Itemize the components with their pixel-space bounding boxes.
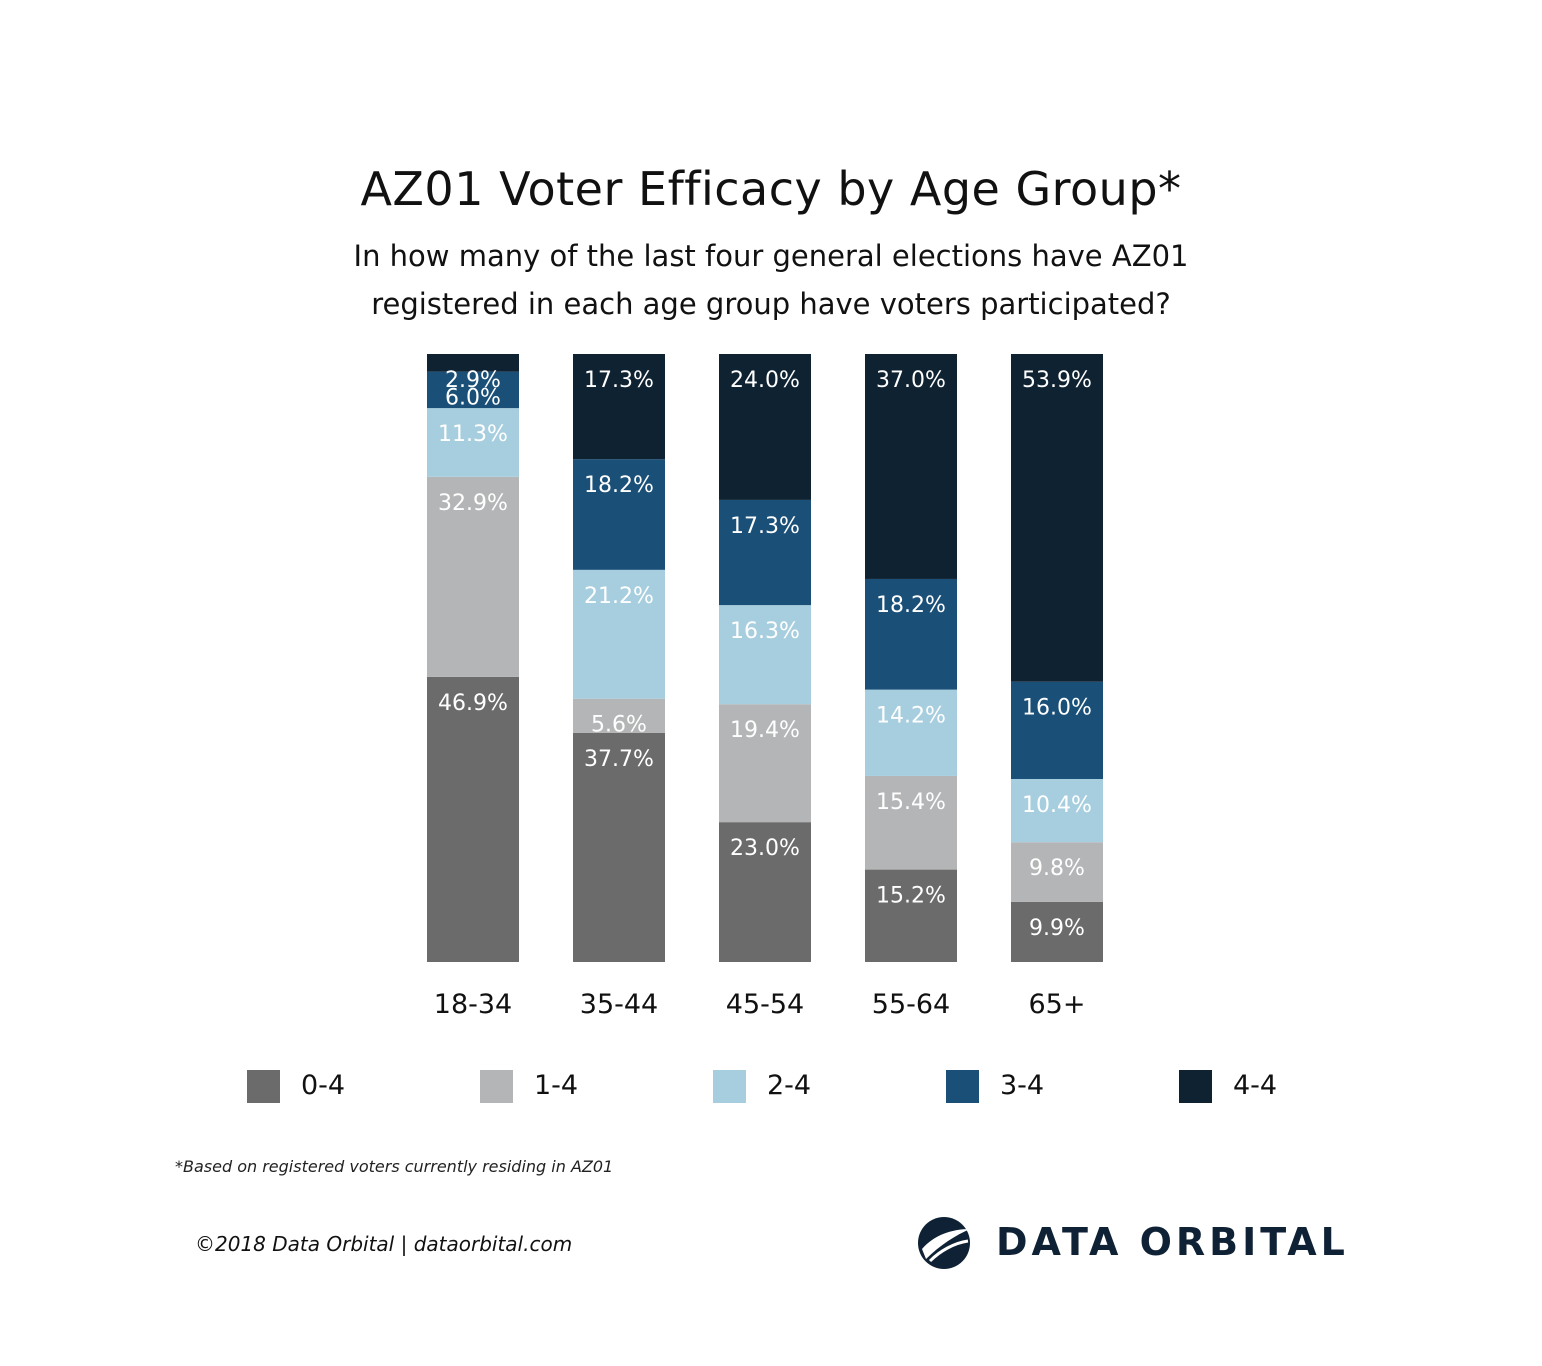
data-label-45-54-2-4: 16.3%: [730, 619, 800, 644]
bar-segment-45-54-4-4: [719, 354, 811, 500]
data-label-35-44-0-4: 37.7%: [584, 747, 654, 772]
bar-segment-18-34-4-4: [427, 354, 519, 372]
data-label-45-54-0-4: 23.0%: [730, 836, 800, 861]
bar-segment-35-44-4-4: [573, 354, 665, 460]
legend-swatch-3-4: [946, 1070, 979, 1103]
bar-segment-35-44-3-4: [573, 459, 665, 570]
data-label-55-64-3-4: 18.2%: [876, 593, 946, 618]
bar-segment-45-54-1-4: [719, 704, 811, 823]
bar-segment-55-64-0-4: [865, 869, 957, 962]
bar-segment-18-34-2-4: [427, 408, 519, 477]
data-label-55-64-1-4: 15.4%: [876, 790, 946, 815]
category-label-35-44: 35-44: [580, 989, 658, 1020]
legend-swatch-2-4: [713, 1070, 746, 1103]
bar-segment-18-34-0-4: [427, 676, 519, 962]
data-label-55-64-2-4: 14.2%: [876, 704, 946, 729]
chart-legend: 0-4 1-4 2-4 3-4 4-4: [247, 1068, 1307, 1108]
bar-segment-35-44-0-4: [573, 732, 665, 962]
bar-segment-35-44-2-4: [573, 569, 665, 699]
category-label-18-34: 18-34: [434, 989, 512, 1020]
chart-title: AZ01 Voter Efficacy by Age Group*: [360, 162, 1182, 216]
data-label-45-54-3-4: 17.3%: [730, 514, 800, 539]
data-label-65plus-0-4: 9.9%: [1029, 916, 1085, 941]
bar-segment-65plus-3-4: [1011, 681, 1103, 779]
legend-label-4-4: 4-4: [1233, 1070, 1278, 1101]
logo-wordmark: DATA ORBITAL: [996, 1220, 1349, 1264]
data-label-18-34-4-4: 2.9%: [445, 368, 501, 393]
bar-segment-65plus-4-4: [1011, 354, 1103, 682]
chart-subtitle: In how many of the last four general ele…: [0, 232, 1542, 328]
legend-label-2-4: 2-4: [767, 1070, 812, 1101]
bar-segment-55-64-1-4: [865, 775, 957, 870]
category-label-45-54: 45-54: [726, 989, 804, 1020]
legend-swatch-4-4: [1179, 1070, 1212, 1103]
stacked-bar-chart: 46.9% 32.9% 11.3% 6.0%2.9% 18-34 37.7% 5.6% 21.…: [427, 354, 1103, 1020]
legend-label-3-4: 3-4: [1000, 1070, 1045, 1101]
data-label-45-54-1-4: 19.4%: [730, 718, 800, 743]
footnote: *Based on registered voters currently re…: [175, 1157, 614, 1176]
bar-segment-55-64-3-4: [865, 578, 957, 690]
legend-swatch-0-4: [247, 1070, 280, 1103]
data-label-45-54-4-4: 24.0%: [730, 368, 800, 393]
bar-segment-45-54-3-4: [719, 499, 811, 606]
legend-swatch-1-4: [480, 1070, 513, 1103]
data-label-65plus-2-4: 10.4%: [1022, 793, 1092, 818]
bar-segment-18-34-1-4: [427, 476, 519, 677]
bar-segment-45-54-2-4: [719, 605, 811, 705]
data-label-18-34-2-4: 11.3%: [438, 422, 508, 447]
data-label-35-44-3-4: 18.2%: [584, 473, 654, 498]
data-label-65plus-4-4: 53.9%: [1022, 368, 1092, 393]
data-label-55-64-4-4: 37.0%: [876, 368, 946, 393]
data-label-65plus-3-4: 16.0%: [1022, 696, 1092, 721]
data-label-18-34-1-4: 32.9%: [438, 491, 508, 516]
copyright-text: ©2018 Data Orbital | dataorbital.com: [195, 1232, 573, 1256]
legend-label-0-4: 0-4: [301, 1070, 346, 1101]
data-label-65plus-1-4: 9.8%: [1029, 856, 1085, 881]
bar-segment-65plus-1-4: [1011, 842, 1103, 902]
bar-segment-18-34-3-4: [427, 371, 519, 409]
data-orbital-logo: DATA ORBITAL: [916, 1212, 1356, 1272]
data-label-18-34-3-4: 6.0%: [445, 386, 501, 411]
category-label-65plus: 65+: [1029, 989, 1086, 1020]
bar-segment-65plus-0-4: [1011, 901, 1103, 962]
data-label-35-44-1-4: 5.6%: [591, 713, 647, 738]
bar-segment-55-64-4-4: [865, 354, 957, 579]
data-label-55-64-0-4: 15.2%: [876, 884, 946, 909]
bar-segment-65plus-2-4: [1011, 778, 1103, 843]
data-label-18-34-0-4: 46.9%: [438, 691, 508, 716]
orbital-globe-icon: [918, 1217, 970, 1269]
data-label-35-44-4-4: 17.3%: [584, 368, 654, 393]
category-label-55-64: 55-64: [872, 989, 950, 1020]
bar-segment-35-44-1-4: [573, 698, 665, 733]
bar-segment-45-54-0-4: [719, 822, 811, 962]
subtitle-line-2: registered in each age group have voters…: [371, 287, 1171, 321]
bar-segment-55-64-2-4: [865, 689, 957, 776]
subtitle-line-1: In how many of the last four general ele…: [353, 239, 1189, 273]
legend-label-1-4: 1-4: [534, 1070, 579, 1101]
data-label-35-44-2-4: 21.2%: [584, 584, 654, 609]
